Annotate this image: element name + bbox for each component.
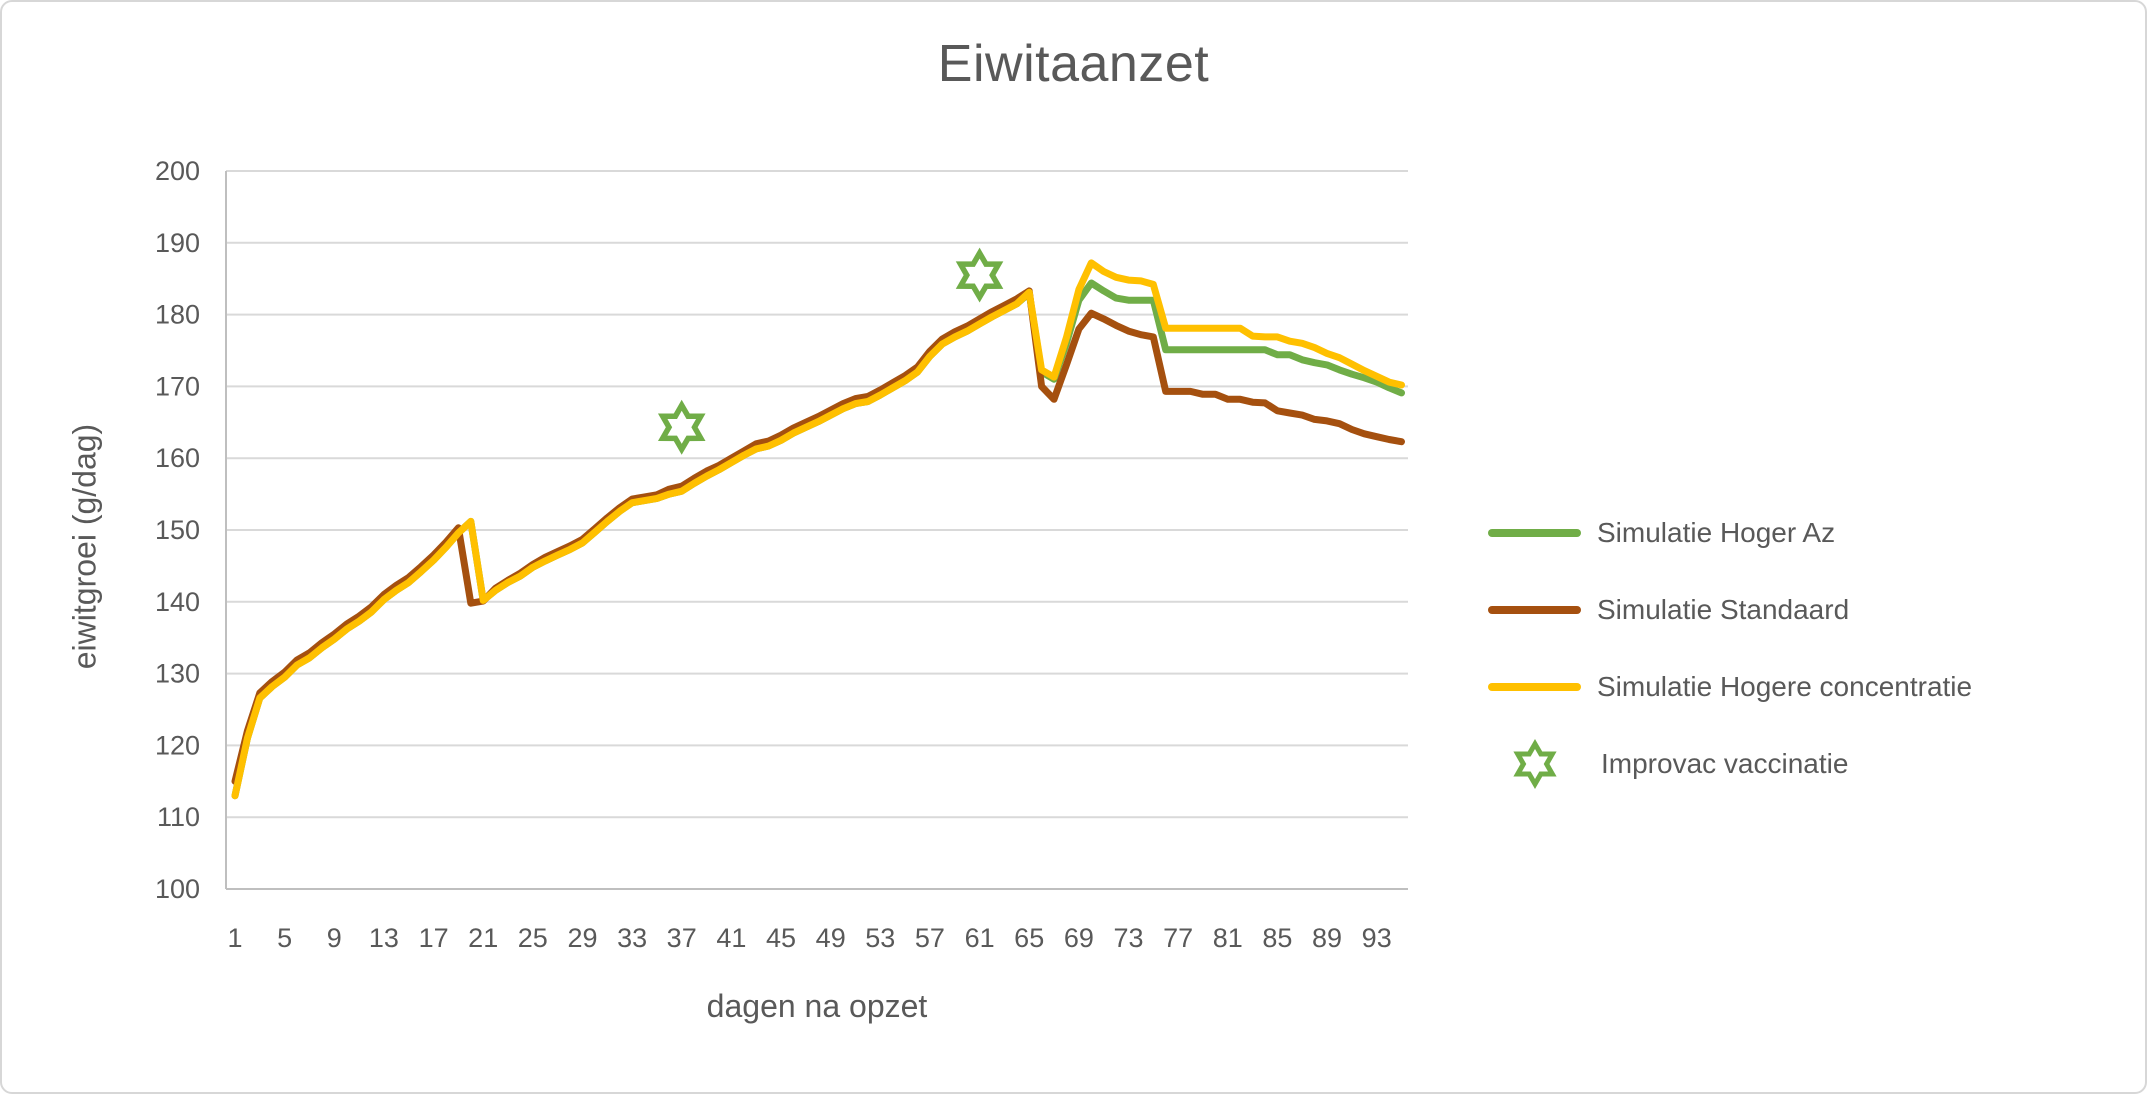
y-tick-label: 160 (155, 443, 200, 473)
x-tick-label: 45 (766, 923, 796, 953)
legend: Simulatie Hoger Az Simulatie Standaard S… (1488, 494, 1972, 802)
y-tick-label: 180 (155, 300, 200, 330)
legend-label: Improvac vaccinatie (1601, 747, 1849, 779)
y-tick-label: 130 (155, 659, 200, 689)
legend-label: Simulatie Hoger Az (1597, 516, 1836, 548)
legend-item-hogere-concentratie: Simulatie Hogere concentratie (1488, 648, 1972, 725)
x-tick-label: 21 (468, 923, 498, 953)
x-tick-label: 25 (518, 923, 548, 953)
green-line-swatch (1488, 528, 1581, 537)
series-line-standaard (231, 287, 1405, 785)
x-tick-label: 65 (1014, 923, 1044, 953)
series-line-hoger-az (231, 279, 1405, 800)
x-tick-label: 85 (1262, 923, 1292, 953)
x-tick-label: 5 (277, 923, 292, 953)
x-tick-label: 49 (816, 923, 846, 953)
x-tick-label: 9 (327, 923, 342, 953)
legend-label: Simulatie Hogere concentratie (1597, 670, 1973, 702)
y-tick-label: 200 (155, 156, 200, 186)
chart-title: Eiwitaanzet (937, 35, 1210, 93)
y-tick-label: 100 (155, 874, 200, 904)
series-line-hogere-concentratie (231, 259, 1405, 800)
x-tick-label: 33 (617, 923, 647, 953)
x-tick-label: 13 (369, 923, 399, 953)
y-tick-label: 170 (155, 371, 200, 401)
legend-item-standaard: Simulatie Standaard (1488, 571, 1972, 648)
x-tick-label: 61 (965, 923, 995, 953)
star-icon (1512, 738, 1557, 789)
y-tick-label: 150 (155, 515, 200, 545)
yellow-line-swatch (1488, 682, 1581, 691)
brown-line-swatch (1488, 605, 1581, 614)
legend-label: Simulatie Standaard (1597, 593, 1850, 625)
x-tick-label: 53 (865, 923, 895, 953)
x-tick-label: 93 (1362, 923, 1392, 953)
x-tick-label: 37 (667, 923, 697, 953)
x-tick-label: 29 (567, 923, 597, 953)
y-tick-label: 140 (155, 587, 200, 617)
y-tick-label: 120 (155, 730, 200, 760)
x-tick-label: 41 (716, 923, 746, 953)
x-tick-label: 73 (1113, 923, 1143, 953)
x-tick-label: 77 (1163, 923, 1193, 953)
x-tick-label: 17 (419, 923, 449, 953)
x-tick-label: 89 (1312, 923, 1342, 953)
legend-item-hoger-az: Simulatie Hoger Az (1488, 494, 1972, 571)
x-tick-label: 81 (1213, 923, 1243, 953)
y-tick-label: 190 (155, 228, 200, 258)
x-tick-label: 1 (227, 923, 242, 953)
improvac-star-marker (955, 247, 1004, 303)
star-icon-shape (1512, 738, 1557, 789)
improvac-star-marker (657, 399, 706, 455)
y-axis-title: eiwitgroei (g/dag) (66, 423, 103, 670)
legend-item-improvac: Improvac vaccinatie (1488, 725, 1972, 802)
x-tick-label: 69 (1064, 923, 1094, 953)
y-tick-label: 110 (157, 802, 200, 832)
x-axis-title: dagen na opzet (706, 988, 928, 1024)
x-tick-label: 57 (915, 923, 945, 953)
